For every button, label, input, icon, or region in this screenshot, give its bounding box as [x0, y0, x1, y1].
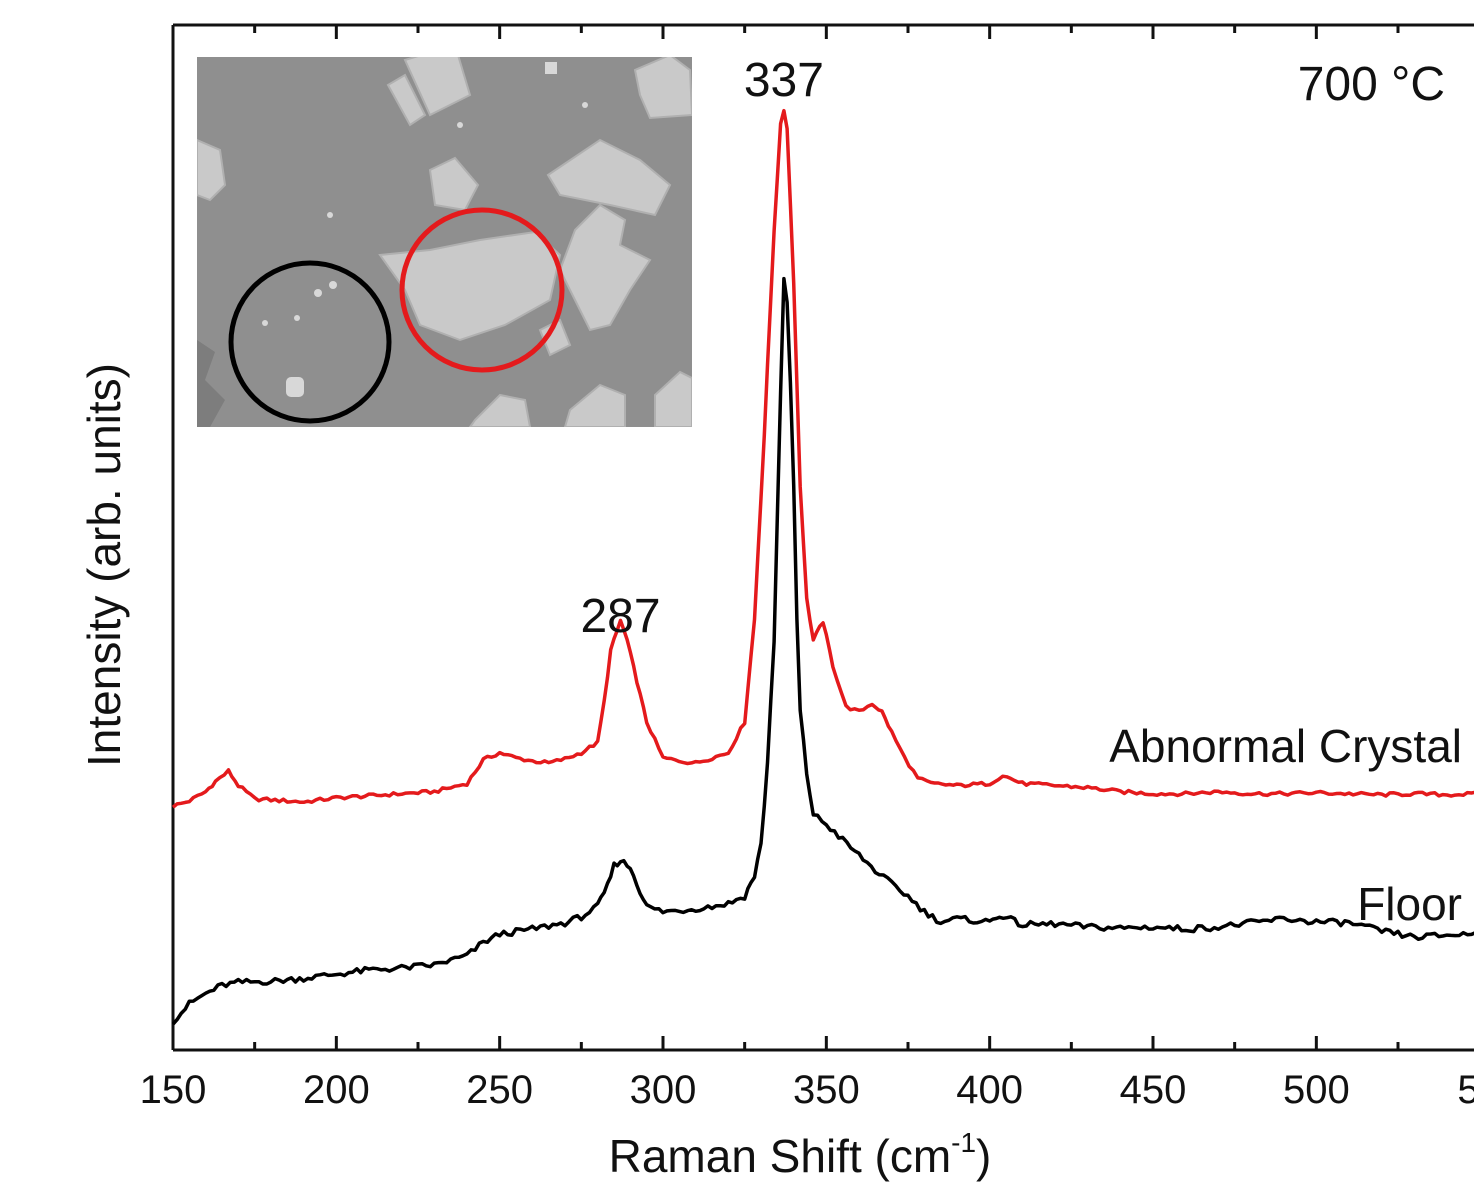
peak-label-287: 287 [580, 590, 660, 643]
sem-grain [468, 393, 532, 427]
sem-particle [327, 212, 333, 218]
sem-particle [457, 122, 463, 128]
x-tick-label: 450 [1120, 1068, 1187, 1112]
sem-particle [286, 377, 304, 397]
crystal-region-circle [399, 207, 565, 373]
peak-label-337: 337 [744, 54, 824, 107]
series-line-abnormal-crystal [171, 108, 1474, 809]
sem-grain [386, 73, 427, 127]
sem-particle [314, 289, 322, 297]
sem-grain [633, 57, 692, 120]
plot-frame [171, 23, 1474, 1052]
sem-grain [546, 138, 672, 217]
sem-particle [294, 315, 300, 321]
x-tick-label: 300 [630, 1068, 697, 1112]
x-tick-label: 400 [956, 1068, 1023, 1112]
sem-grain [563, 383, 626, 427]
x-axis-title: Raman Shift (cm-1) [609, 1127, 992, 1182]
sem-particle [545, 62, 557, 74]
series-label-abnormal-crystal: Abnormal Crystal [1109, 720, 1462, 772]
sem-dark-region [197, 340, 225, 427]
series-line-floor [171, 276, 1474, 1026]
sem-particle [262, 320, 268, 326]
series-label-floor: Floor [1357, 878, 1462, 930]
x-tick-label: 200 [303, 1068, 370, 1112]
sem-particle [329, 281, 337, 289]
y-axis-title: Intensity (arb. units) [78, 363, 130, 767]
x-tick-label: 350 [793, 1068, 860, 1112]
sem-grain [654, 370, 692, 427]
x-tick-label: 500 [1283, 1068, 1350, 1112]
sem-inset-image [197, 57, 692, 427]
sem-grain [197, 138, 227, 202]
sem-grain [558, 203, 652, 332]
sem-grain [378, 230, 562, 342]
x-axis-ticks [171, 25, 1400, 1050]
temperature-annotation: 700 °C [1298, 58, 1445, 111]
sem-grain [428, 156, 480, 212]
x-tick-label: 150 [140, 1068, 207, 1112]
floor-region-circle [228, 260, 392, 424]
sem-grain [403, 57, 472, 117]
x-axis-tick-labels: 150 200 250 300 350 400 450 500 55 [140, 1068, 1474, 1112]
x-tick-label: 55 [1457, 1068, 1474, 1112]
x-tick-label: 250 [466, 1068, 533, 1112]
sem-particle [582, 102, 588, 108]
